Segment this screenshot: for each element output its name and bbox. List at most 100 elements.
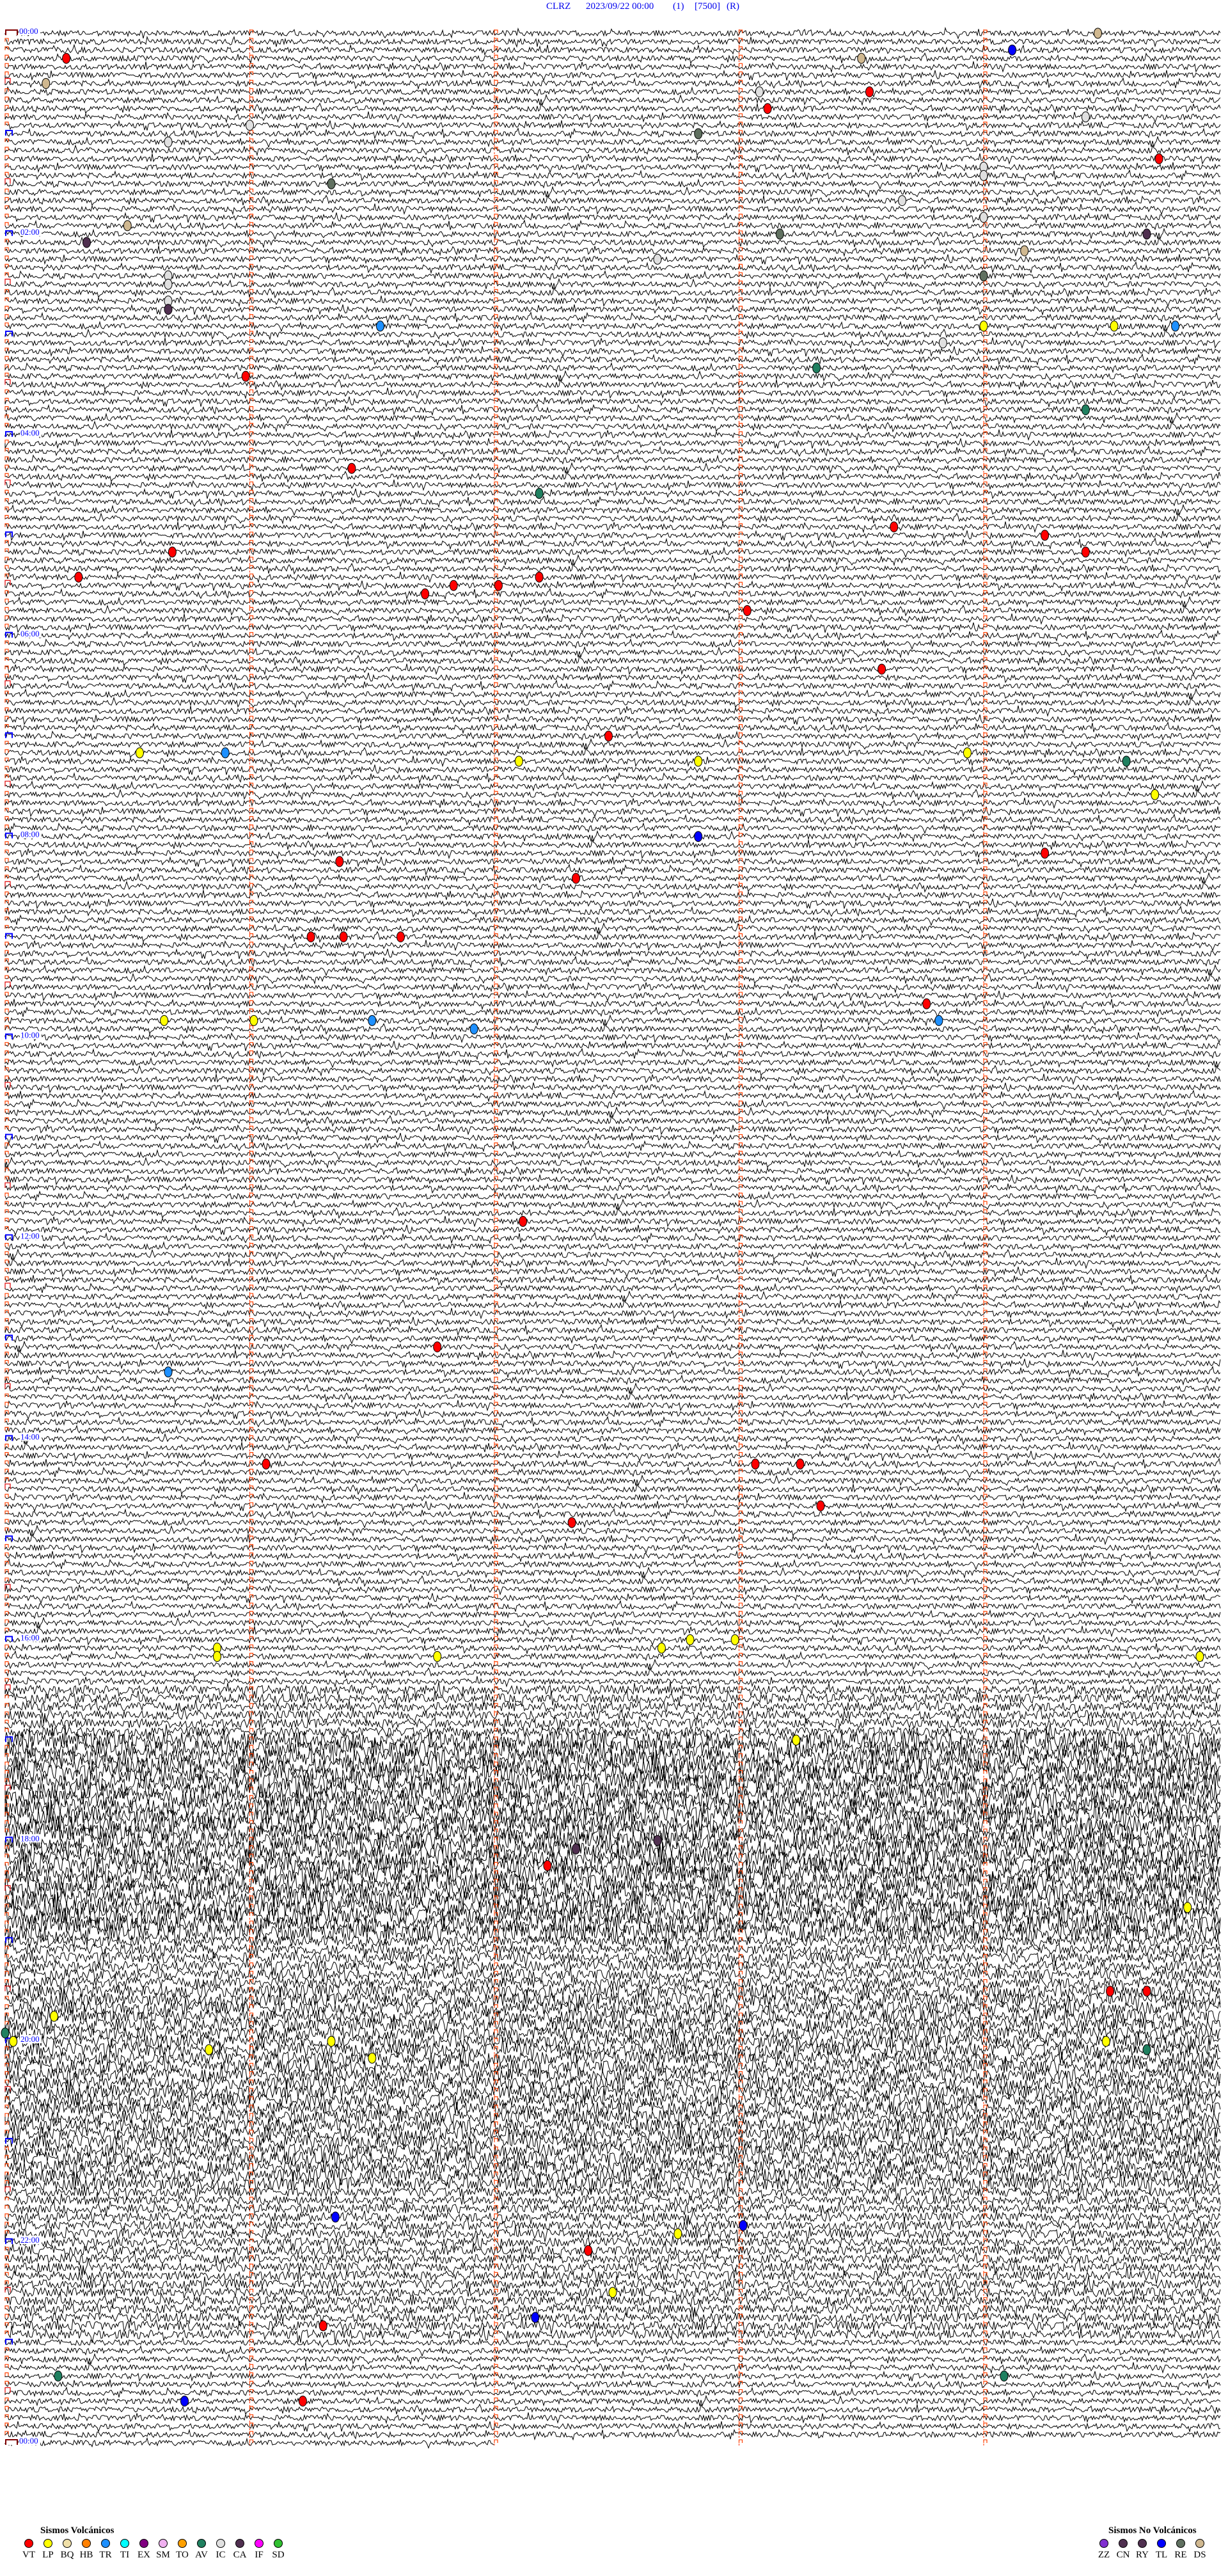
- event-marker-lp[interactable]: [433, 1651, 442, 1662]
- event-marker-ic[interactable]: [164, 278, 173, 290]
- event-marker-re[interactable]: [327, 178, 336, 189]
- event-marker-tr[interactable]: [1171, 320, 1180, 332]
- event-marker-lp[interactable]: [1101, 2035, 1110, 2047]
- event-marker-vt[interactable]: [1142, 1986, 1151, 1997]
- event-marker-vt[interactable]: [890, 521, 899, 533]
- event-marker-vt[interactable]: [865, 86, 874, 98]
- event-marker-tr[interactable]: [469, 1023, 478, 1034]
- event-marker-ic[interactable]: [755, 86, 764, 98]
- event-marker-vt[interactable]: [543, 1860, 552, 1871]
- event-marker-ca[interactable]: [83, 237, 91, 248]
- event-marker-ca[interactable]: [164, 304, 173, 315]
- event-marker-lp[interactable]: [514, 755, 523, 767]
- event-marker-lp[interactable]: [979, 320, 988, 332]
- event-marker-ic[interactable]: [246, 120, 254, 131]
- event-marker-vt[interactable]: [1041, 848, 1050, 859]
- event-marker-lp[interactable]: [1195, 1651, 1204, 1662]
- event-marker-tl[interactable]: [1008, 44, 1017, 56]
- event-marker-ds[interactable]: [1094, 28, 1102, 39]
- event-marker-av[interactable]: [535, 487, 544, 499]
- event-marker-ca[interactable]: [1142, 228, 1151, 240]
- event-marker-lp[interactable]: [1151, 789, 1160, 800]
- event-marker-vt[interactable]: [433, 1341, 442, 1353]
- event-marker-ds[interactable]: [1020, 245, 1029, 257]
- event-marker-vt[interactable]: [335, 856, 344, 867]
- event-marker-tr[interactable]: [164, 1366, 173, 1378]
- event-marker-vt[interactable]: [319, 2320, 327, 2332]
- event-marker-ic[interactable]: [1081, 111, 1090, 123]
- event-marker-vt[interactable]: [241, 370, 250, 382]
- event-marker-vt[interactable]: [339, 931, 348, 943]
- event-marker-lp[interactable]: [9, 2035, 18, 2047]
- event-marker-vt[interactable]: [567, 1517, 576, 1528]
- event-marker-lp[interactable]: [686, 1634, 695, 1645]
- event-marker-lp[interactable]: [608, 2287, 617, 2298]
- event-marker-lp[interactable]: [135, 747, 144, 759]
- event-marker-vt[interactable]: [74, 571, 83, 583]
- event-marker-tl[interactable]: [180, 2396, 189, 2407]
- event-marker-vt[interactable]: [604, 731, 613, 742]
- event-marker-ic[interactable]: [653, 253, 662, 265]
- event-marker-vt[interactable]: [347, 462, 356, 474]
- event-marker-vt[interactable]: [584, 2245, 593, 2256]
- event-marker-ds[interactable]: [42, 78, 51, 89]
- event-marker-ic[interactable]: [898, 195, 906, 207]
- event-marker-av[interactable]: [812, 362, 821, 374]
- event-marker-lp[interactable]: [963, 747, 972, 759]
- event-marker-lp[interactable]: [657, 1642, 666, 1654]
- event-marker-vt[interactable]: [494, 580, 503, 591]
- event-marker-ca[interactable]: [653, 1835, 662, 1846]
- event-marker-av[interactable]: [54, 2370, 63, 2382]
- event-marker-av[interactable]: [1122, 755, 1131, 767]
- event-marker-vt[interactable]: [922, 998, 931, 1009]
- event-marker-vt[interactable]: [519, 1215, 528, 1227]
- event-marker-tl[interactable]: [739, 2220, 748, 2231]
- event-marker-vt[interactable]: [743, 605, 752, 616]
- event-marker-vt[interactable]: [396, 931, 405, 943]
- event-marker-vt[interactable]: [1154, 153, 1163, 164]
- event-marker-ds[interactable]: [857, 52, 866, 64]
- event-marker-tl[interactable]: [694, 831, 703, 842]
- event-marker-lp[interactable]: [1183, 1902, 1192, 1913]
- event-marker-tr[interactable]: [376, 320, 384, 332]
- event-marker-vt[interactable]: [1041, 530, 1050, 541]
- event-marker-lp[interactable]: [694, 755, 703, 767]
- event-marker-lp[interactable]: [327, 2035, 336, 2047]
- event-marker-tr[interactable]: [221, 747, 230, 759]
- event-marker-tl[interactable]: [331, 2211, 340, 2223]
- event-marker-lp[interactable]: [205, 2044, 214, 2055]
- event-marker-vt[interactable]: [306, 931, 315, 943]
- event-marker-ic[interactable]: [979, 170, 988, 181]
- event-marker-lp[interactable]: [730, 1634, 739, 1645]
- event-marker-vt[interactable]: [763, 103, 772, 115]
- event-marker-lp[interactable]: [1110, 320, 1119, 332]
- event-marker-lp[interactable]: [50, 2011, 58, 2022]
- event-marker-re[interactable]: [694, 128, 703, 139]
- event-marker-tr[interactable]: [368, 1015, 377, 1026]
- event-marker-vt[interactable]: [572, 873, 580, 884]
- event-marker-vt[interactable]: [535, 571, 544, 583]
- event-marker-vt[interactable]: [816, 1500, 825, 1512]
- event-marker-vt[interactable]: [421, 588, 430, 599]
- event-marker-lp[interactable]: [160, 1015, 169, 1026]
- event-marker-lp[interactable]: [368, 2052, 377, 2064]
- event-marker-ic[interactable]: [938, 337, 947, 349]
- event-marker-vt[interactable]: [1106, 1986, 1115, 1997]
- event-marker-vt[interactable]: [168, 546, 177, 558]
- event-marker-re[interactable]: [775, 228, 784, 240]
- event-marker-lp[interactable]: [249, 1015, 258, 1026]
- event-marker-vt[interactable]: [62, 52, 71, 64]
- event-marker-ca[interactable]: [572, 1843, 580, 1854]
- event-marker-vt[interactable]: [449, 580, 458, 591]
- event-marker-tl[interactable]: [531, 2312, 540, 2323]
- event-marker-ds[interactable]: [123, 220, 132, 232]
- event-marker-ic[interactable]: [164, 136, 173, 148]
- event-marker-lp[interactable]: [673, 2228, 682, 2240]
- event-marker-vt[interactable]: [751, 1458, 760, 1470]
- event-marker-vt[interactable]: [298, 2396, 307, 2407]
- event-marker-vt[interactable]: [262, 1458, 271, 1470]
- event-marker-vt[interactable]: [1081, 546, 1090, 558]
- event-marker-lp[interactable]: [213, 1651, 221, 1662]
- event-marker-tr[interactable]: [934, 1015, 943, 1026]
- event-marker-av[interactable]: [1142, 2044, 1151, 2055]
